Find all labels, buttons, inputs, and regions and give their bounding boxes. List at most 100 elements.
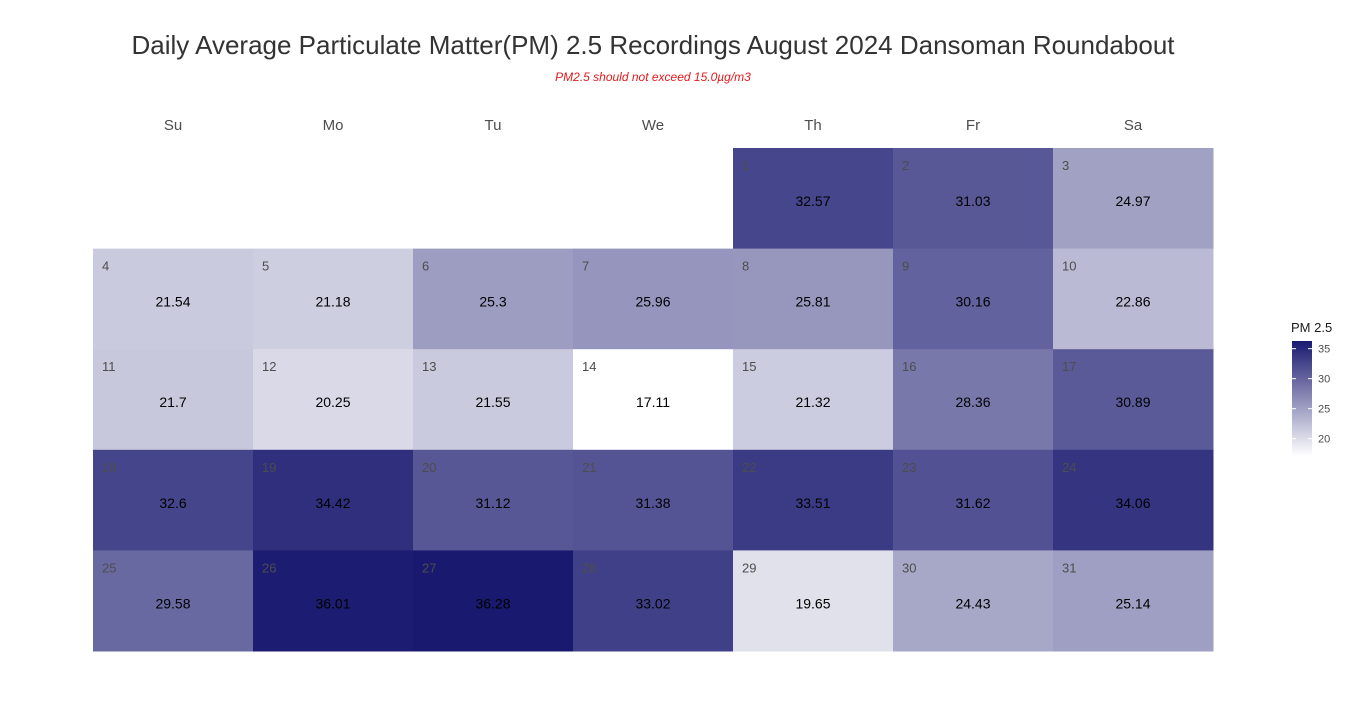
day-number-label: 26 [262,560,276,575]
legend-colorbar [1292,341,1312,456]
pm25-value-label: 36.28 [475,595,510,611]
pm25-value-label: 33.02 [635,595,670,611]
calendar-cell-day-13 [413,349,574,451]
pm25-value-label: 28.36 [955,394,990,410]
day-number-label: 4 [102,259,109,274]
day-number-label: 3 [1062,158,1069,173]
calendar-cell-day-29 [733,550,894,652]
day-number-label: 8 [742,259,749,274]
calendar-cell-day-21 [573,449,734,551]
calendar-cell-day-9 [893,248,1054,350]
weekday-header-tu: Tu [485,117,502,134]
day-number-label: 19 [262,460,276,475]
day-number-label: 23 [902,460,916,475]
calendar-cell-day-7 [573,248,734,350]
pm25-value-label: 30.16 [955,294,990,310]
pm25-value-label: 25.3 [479,294,506,310]
pm25-value-label: 29.58 [155,595,190,611]
legend-tick-label: 30 [1318,374,1330,386]
pm25-value-label: 30.89 [1115,394,1150,410]
calendar-cell-day-10 [1053,248,1214,350]
day-number-label: 12 [262,359,276,374]
pm25-value-label: 19.65 [795,595,830,611]
pm25-value-label: 17.11 [636,394,670,410]
legend-tick-label: 20 [1318,434,1330,446]
calendar-cell-day-2 [893,148,1054,250]
day-number-label: 5 [262,259,269,274]
day-number-label: 29 [742,560,756,575]
day-number-label: 22 [742,460,756,475]
pm25-value-label: 21.55 [475,394,510,410]
pm25-value-label: 31.12 [475,495,510,511]
pm25-value-label: 24.97 [1115,193,1150,209]
pm25-value-label: 21.7 [159,394,186,410]
calendar-cell-day-8 [733,248,894,350]
calendar-cell-day-5 [253,248,414,350]
calendar-heatmap: Su Mo Tu We Th Fr Sa 1 32.57 2 31.03 3 24.97 4 21.54 5 2… [93,117,1214,652]
chart-title: Daily Average Particulate Matter(PM) 2.5… [131,30,1175,60]
day-number-label: 18 [102,460,116,475]
calendar-cell-day-14 [573,349,734,451]
legend-title: PM 2.5 [1291,320,1333,335]
calendar-cell-day-24 [1053,449,1214,551]
day-number-label: 30 [902,560,916,575]
calendar-cell-day-19 [253,449,414,551]
pm25-value-label: 31.03 [955,193,990,209]
day-number-label: 31 [1062,560,1076,575]
day-number-label: 25 [102,560,116,575]
pm25-value-label: 34.06 [1115,495,1150,511]
pm25-value-label: 20.25 [315,394,350,410]
calendar-cell-day-16 [893,349,1054,451]
day-number-label: 14 [582,359,596,374]
day-number-label: 9 [902,259,909,274]
calendar-cell-day-15 [733,349,894,451]
day-number-label: 17 [1062,359,1076,374]
calendar-cell-day-3 [1053,148,1214,250]
calendar-cell-day-27 [413,550,574,652]
pm25-value-label: 25.81 [795,294,830,310]
day-number-label: 1 [742,158,749,173]
calendar-cell-day-11 [93,349,254,451]
calendar-cell-day-25 [93,550,254,652]
day-number-label: 28 [582,560,596,575]
day-number-label: 6 [422,259,429,274]
pm25-value-label: 24.43 [955,595,990,611]
pm25-value-label: 31.62 [955,495,990,511]
pm25-value-label: 36.01 [315,595,350,611]
day-number-label: 11 [102,359,116,374]
day-number-label: 2 [902,158,909,173]
calendar-cell-day-12 [253,349,414,451]
weekday-header-su: Su [164,117,182,134]
day-number-label: 16 [902,359,916,374]
calendar-cell-day-6 [413,248,574,350]
legend-tick-label: 25 [1318,404,1330,416]
day-number-label: 21 [582,460,596,475]
pm25-value-label: 21.18 [315,294,350,310]
calendar-cell-day-26 [253,550,414,652]
weekday-header-fr: Fr [966,117,980,134]
pm25-value-label: 21.32 [795,394,830,410]
day-number-label: 15 [742,359,756,374]
pm25-value-label: 25.14 [1115,595,1150,611]
pm25-value-label: 33.51 [795,495,830,511]
weekday-header-mo: Mo [323,117,344,134]
day-number-label: 10 [1062,259,1076,274]
calendar-cell-day-4 [93,248,254,350]
chart-subtitle: PM2.5 should not exceed 15.0µg/m3 [555,70,751,84]
calendar-cell-day-28 [573,550,734,652]
calendar-cell-day-20 [413,449,574,551]
pm25-value-label: 21.54 [155,294,190,310]
day-number-label: 27 [422,560,436,575]
calendar-cell-day-18 [93,449,254,551]
day-number-label: 13 [422,359,436,374]
pm25-value-label: 22.86 [1115,294,1150,310]
pm25-value-label: 31.38 [635,495,670,511]
weekday-header-sa: Sa [1124,117,1143,134]
calendar-cell-day-22 [733,449,894,551]
pm25-value-label: 32.57 [795,193,830,209]
pm25-value-label: 32.6 [159,495,186,511]
legend-tick-label: 35 [1318,344,1330,356]
calendar-cell-day-1 [733,148,894,250]
calendar-cell-day-23 [893,449,1054,551]
